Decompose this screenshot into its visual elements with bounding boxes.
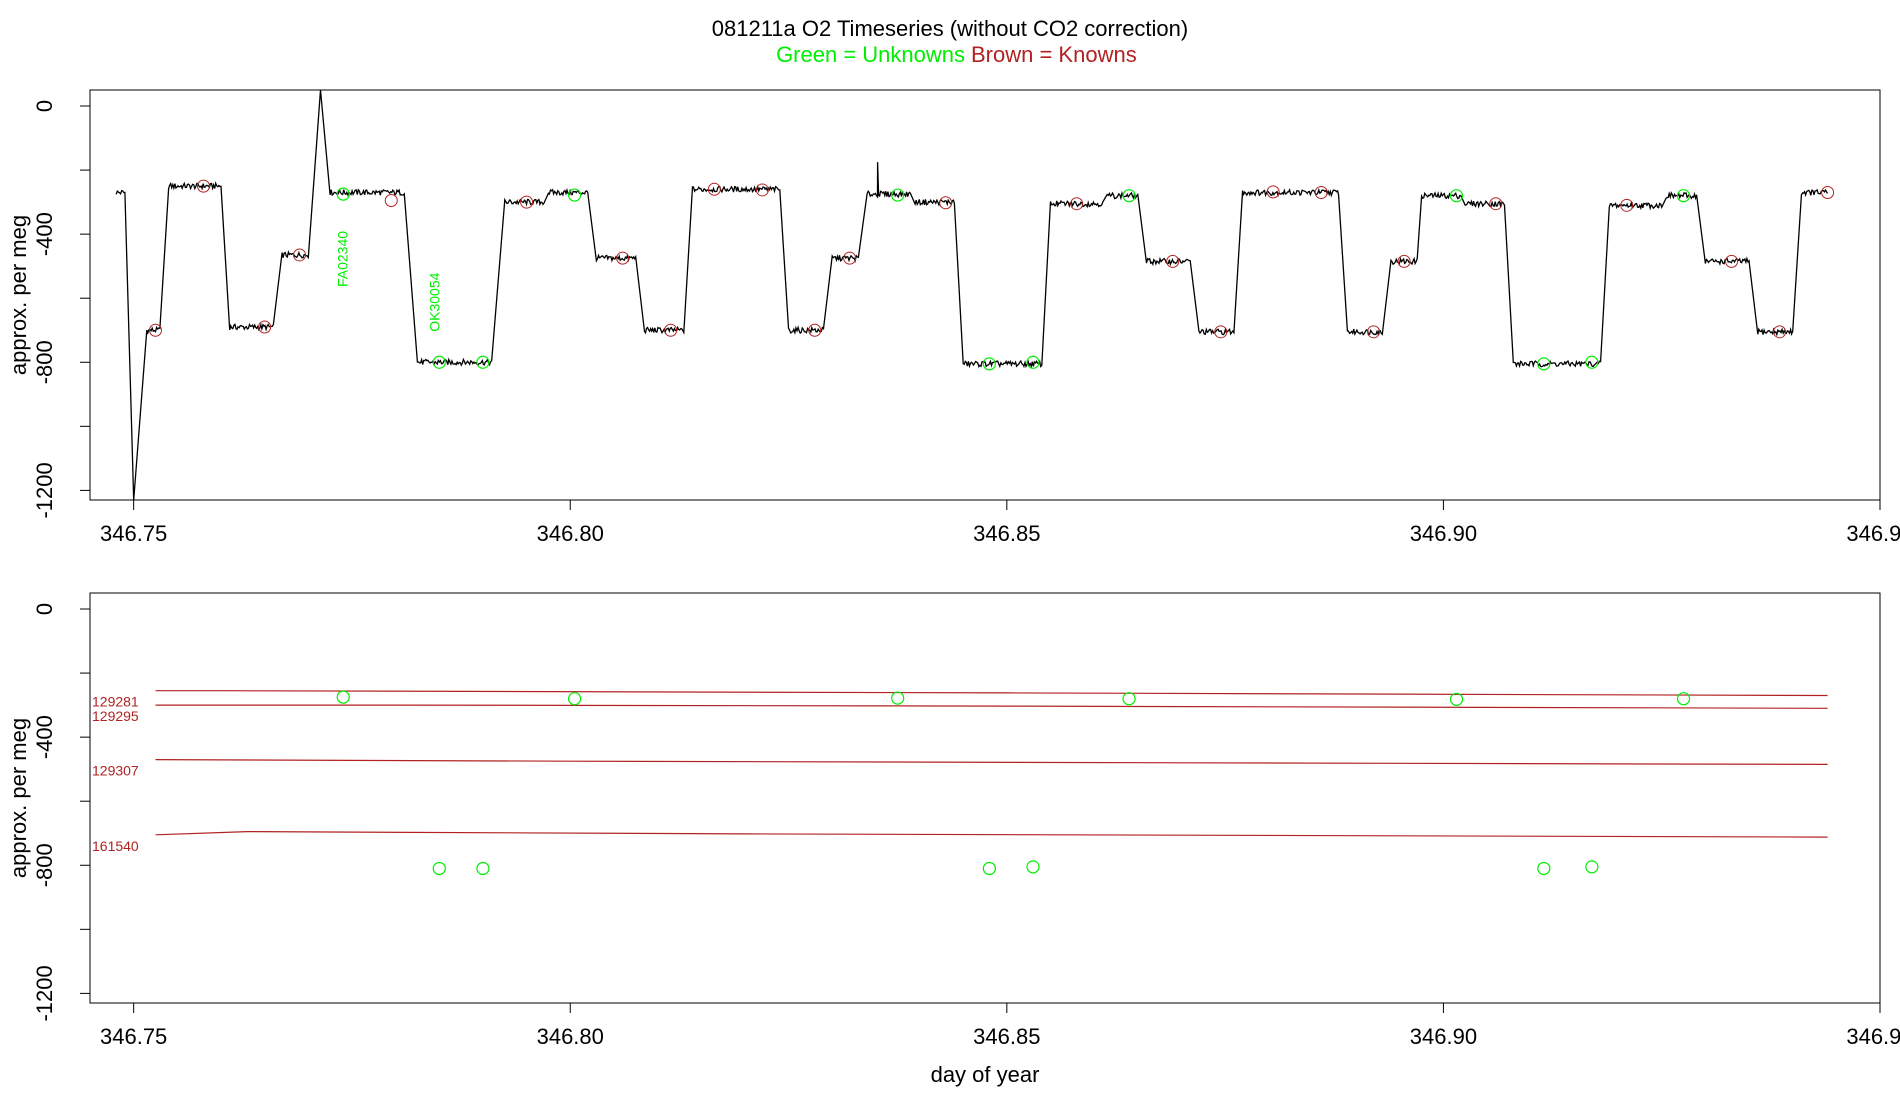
known-point: [1489, 197, 1503, 211]
bottom-panel: 346.75 346.80 346.85 346.90 346.95 0 -400 -800 -…: [6, 592, 1900, 1087]
known-point: [1367, 325, 1381, 339]
y-tick-label: 0: [32, 100, 57, 112]
y-tick-label: -1200: [32, 965, 57, 1021]
unknown-point: [1449, 189, 1464, 203]
x-tick-label: 346.85: [973, 521, 1040, 546]
known-point: [939, 196, 953, 210]
y-tick-label: -800: [32, 340, 57, 384]
known-point: [843, 251, 857, 265]
unknown-point: [432, 861, 446, 876]
known-line-label: 129281: [92, 694, 139, 710]
unknown-point: [1585, 860, 1599, 874]
known-point: [197, 179, 211, 193]
known-point: [664, 323, 678, 337]
unknown-point: [1585, 355, 1599, 369]
unknown-point: [1676, 692, 1691, 706]
unknown-point: [891, 188, 905, 202]
plot-frame: [89, 592, 1881, 1004]
known-point: [1821, 186, 1835, 199]
unknown-point: [1449, 692, 1464, 706]
x-axis-label: day of year: [931, 1062, 1040, 1087]
x-tick-label: 346.90: [1410, 1024, 1477, 1049]
known-point: [258, 320, 272, 334]
known-point: [384, 194, 398, 208]
unknown-point: [1026, 860, 1040, 874]
known-point: [1620, 198, 1634, 212]
y-tick-label: 0: [32, 603, 57, 615]
known-line-label: 129307: [92, 763, 139, 779]
unknown-point: [568, 692, 582, 706]
known-line-label: 129295: [92, 708, 139, 724]
y-tick-label: -800: [32, 843, 57, 887]
known-line-label: 161540: [92, 838, 139, 854]
unknown-point: [336, 690, 350, 704]
known-line-161540: [155, 830, 1828, 838]
y-tick-label: -400: [32, 212, 57, 256]
known-point: [1214, 325, 1228, 339]
sample-annotation: FA02340: [335, 231, 351, 287]
x-tick-label: 346.85: [973, 1024, 1040, 1049]
x-tick-label: 346.80: [537, 521, 604, 546]
unknown-point: [1122, 692, 1136, 706]
unknown-point: [1537, 357, 1551, 371]
x-tick-label: 346.90: [1410, 521, 1477, 546]
unknown-point: [432, 355, 446, 369]
sample-annotation: OK30054: [426, 272, 442, 331]
known-point: [148, 323, 162, 337]
known-point: [293, 248, 307, 262]
known-point: [520, 195, 534, 209]
unknown-point: [476, 861, 490, 876]
unknown-point: [1122, 189, 1136, 203]
unknown-point: [891, 691, 905, 705]
unknown-point: [336, 187, 350, 201]
known-point: [1773, 325, 1787, 339]
unknown-point: [1676, 189, 1691, 203]
subtitle-unknowns: Green = Unknowns: [776, 42, 965, 67]
known-line-129281: [155, 690, 1828, 697]
plot-frame: [89, 89, 1881, 501]
known-point: [1070, 197, 1084, 211]
unknown-point: [476, 355, 490, 369]
top-panel: 346.75 346.80 346.85 346.90 346.95 0 -400 -800 -…: [6, 89, 1900, 546]
known-point: [1266, 185, 1280, 199]
unknown-point: [1026, 355, 1040, 369]
known-point: [1725, 254, 1739, 268]
known-point: [808, 323, 822, 337]
x-tick-label: 346.95: [1846, 521, 1900, 546]
y-axis-label: approx. per meg: [6, 215, 31, 375]
known-point: [1166, 254, 1180, 268]
known-line-129307: [155, 759, 1828, 765]
known-point: [616, 251, 630, 265]
known-point: [1314, 186, 1328, 199]
x-tick-label: 346.95: [1846, 1024, 1900, 1049]
x-tick-label: 346.80: [537, 1024, 604, 1049]
y-axis-label: approx. per meg: [6, 718, 31, 878]
unknown-point: [1537, 861, 1551, 876]
known-point: [1397, 254, 1411, 268]
known-point: [755, 183, 769, 197]
unknown-point: [982, 861, 996, 876]
chart-title: 081211a O2 Timeseries (without CO2 corre…: [712, 16, 1188, 41]
unknown-point: [982, 357, 996, 371]
known-point: [707, 182, 721, 196]
x-tick-label: 346.75: [100, 521, 167, 546]
x-tick-label: 346.75: [100, 1024, 167, 1049]
y-tick-label: -400: [32, 715, 57, 759]
y-tick-label: -1200: [32, 462, 57, 518]
unknown-point: [568, 188, 582, 202]
subtitle-knowns: Brown = Knowns: [971, 42, 1137, 67]
known-line-129295: [155, 704, 1828, 709]
o2-trace-line: [115, 89, 1829, 501]
